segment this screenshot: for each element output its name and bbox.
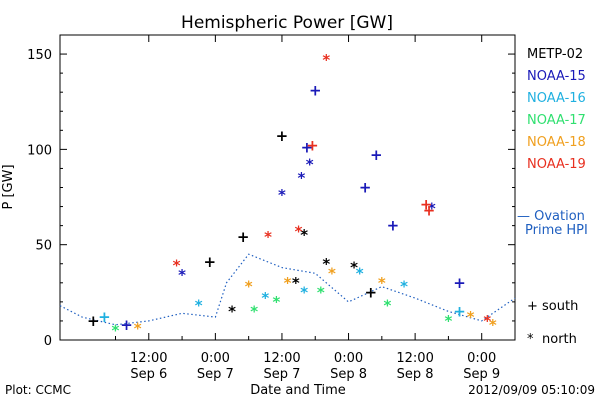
data-point-noaa-19: + — [423, 201, 436, 219]
data-point-noaa-18: * — [245, 278, 253, 296]
data-point-noaa-15: + — [301, 138, 314, 156]
x-tick-label-date: Sep 8 — [330, 367, 367, 382]
data-point-noaa-15: * — [178, 266, 186, 284]
legend: METP-02 NOAA-15 NOAA-16 NOAA-17 NOAA-18 … — [517, 47, 588, 347]
data-point-noaa-17: * — [383, 297, 391, 315]
data-point-noaa-17: * — [112, 321, 120, 339]
data-point-noaa-16: + — [453, 302, 466, 320]
data-point-noaa-18: * — [378, 274, 386, 292]
data-point-noaa-17: * — [250, 302, 258, 320]
x-tick-label-date: Sep 9 — [463, 367, 500, 382]
y-tick-label: 150 — [27, 48, 52, 63]
data-point-noaa-19: * — [322, 51, 330, 69]
x-tick-label-time: 12:00 — [130, 351, 167, 366]
data-point-metp-02: * — [300, 226, 308, 244]
data-point-noaa-16: * — [195, 297, 203, 315]
legend-ovation-line2: Prime HPI — [525, 223, 588, 238]
x-tick-label-time: 0:00 — [467, 351, 496, 366]
chart-title: Hemispheric Power [GW] — [181, 13, 393, 33]
data-point-noaa-18: * — [134, 320, 142, 338]
legend-entry-noaa-17: NOAA-17 — [527, 113, 586, 128]
data-point-noaa-18: * — [328, 264, 336, 282]
data-point-noaa-16: * — [261, 289, 269, 307]
x-tick-label-date: Sep 7 — [263, 367, 300, 382]
x-tick-label-date: Sep 8 — [397, 367, 434, 382]
data-point-noaa-15: + — [120, 316, 133, 334]
data-point-noaa-15: * — [278, 186, 286, 204]
data-point-metp-02: + — [276, 127, 289, 145]
data-point-noaa-19: + — [420, 196, 433, 214]
data-point-metp-02: + — [364, 283, 377, 301]
data-point-noaa-19: * — [173, 257, 181, 275]
data-point-noaa-18: * — [467, 308, 475, 326]
x-tick-label-time: 0:00 — [201, 351, 230, 366]
y-tick-label: 50 — [35, 239, 52, 254]
data-point-noaa-15: + — [359, 179, 372, 197]
x-tick-label-date: Sep 7 — [197, 367, 234, 382]
data-point-noaa-15: + — [370, 146, 383, 164]
data-point-noaa-19: * — [295, 222, 303, 240]
data-point-noaa-15: * — [297, 169, 305, 187]
x-tick-label-date: Sep 6 — [130, 367, 167, 382]
data-point-noaa-18: * — [489, 316, 497, 334]
data-point-noaa-15: + — [309, 81, 322, 99]
x-axis-label: Date and Time — [250, 383, 346, 398]
data-point-noaa-15: * — [306, 156, 314, 174]
data-point-noaa-16: * — [400, 278, 408, 296]
data-point-noaa-19: * — [264, 228, 272, 246]
data-point-noaa-17: * — [317, 283, 325, 301]
legend-ovation-line1: — Ovation — [517, 209, 585, 224]
data-point-metp-02: * — [292, 274, 300, 292]
data-point-noaa-16: * — [356, 264, 364, 282]
data-points: ++*++*** *++***+*++++*++* * ***+******** ***… — [87, 51, 497, 340]
data-point-noaa-18: * — [284, 274, 292, 292]
data-point-noaa-19: + — [306, 137, 319, 155]
data-point-noaa-15: * — [428, 199, 436, 217]
symbol-key-south-label: south — [542, 299, 578, 314]
data-point-metp-02: + — [87, 312, 100, 330]
symbol-key-star-glyph: * — [527, 332, 534, 347]
legend-entry-noaa-19: NOAA-19 — [527, 157, 586, 172]
data-point-noaa-15: + — [453, 274, 466, 292]
y-axis: 0 50 100 150 — [27, 48, 515, 349]
legend-entry-noaa-18: NOAA-18 — [527, 135, 586, 150]
data-point-noaa-16: + — [98, 308, 111, 326]
symbol-key-north-label: north — [542, 332, 577, 347]
plot-area — [59, 34, 516, 341]
y-tick-label: 100 — [27, 143, 52, 158]
footer-timestamp: 2012/09/09 05:10:09 — [468, 383, 595, 397]
data-point-metp-02: * — [322, 255, 330, 273]
data-point-metp-02: + — [237, 228, 250, 246]
y-tick-label: 0 — [44, 334, 52, 349]
data-point-noaa-17: * — [272, 293, 280, 311]
footer-plot-credit: Plot: CCMC — [5, 383, 71, 397]
data-point-metp-02: * — [350, 259, 358, 277]
legend-entry-metp-02: METP-02 — [527, 47, 583, 62]
data-point-metp-02: * — [228, 302, 236, 320]
legend-entry-noaa-15: NOAA-15 — [527, 69, 586, 84]
x-tick-label-time: 0:00 — [334, 351, 363, 366]
data-point-noaa-19: * — [483, 312, 491, 330]
x-tick-label-time: 12:00 — [396, 351, 433, 366]
data-point-metp-02: + — [204, 253, 217, 271]
symbol-key-plus-glyph: + — [527, 299, 538, 314]
data-point-noaa-15: + — [387, 217, 400, 235]
x-tick-label-time: 12:00 — [263, 351, 300, 366]
data-point-noaa-16: * — [300, 283, 308, 301]
y-axis-label: P [GW] — [1, 164, 16, 209]
data-point-noaa-17: * — [444, 312, 452, 330]
legend-entry-noaa-16: NOAA-16 — [527, 91, 586, 106]
